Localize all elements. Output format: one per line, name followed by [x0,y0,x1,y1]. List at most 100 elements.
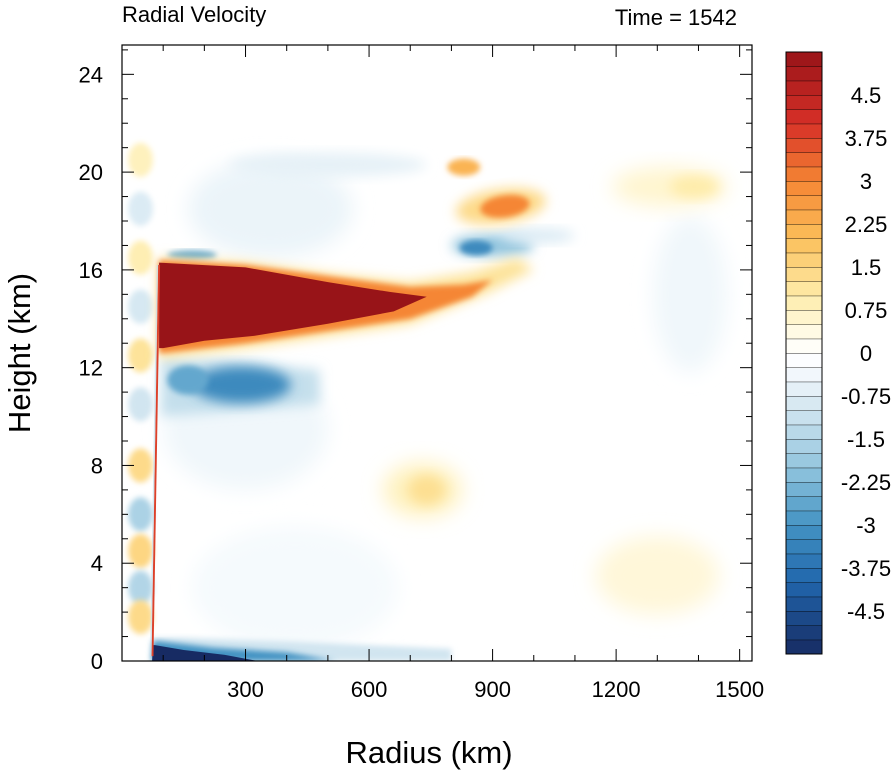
y-tick-label: 8 [91,453,103,478]
x-axis-label: Radius (km) [345,735,512,770]
y-tick-label: 24 [79,62,103,87]
near-axis-band [128,570,153,605]
colorbar-box [785,567,823,583]
colorbar-tick-label: 0 [860,341,872,366]
inflow-below-outflow-inner [167,365,209,395]
colorbar-box [785,410,823,426]
near-axis-band [128,533,153,569]
colorbar-box [785,51,823,67]
colorbar-box [785,367,823,383]
colorbar: 4.5 3.75 3 2.25 1.5 0.75 0 -0.75 -1.5 -2.25 -3 -3.7… [785,51,891,655]
boundary-layer-inflow-core [152,645,258,661]
y-axis-label: Height (km) [2,273,37,433]
colorbar-tick-label: -0.75 [841,384,891,409]
lower-weak-inflow [191,526,398,649]
outflow-jet-core [159,262,427,349]
eyewall-inflow-line [150,264,159,657]
colorbar-box [785,166,823,182]
colorbar-box [785,195,823,211]
x-tick-label: 900 [474,677,511,702]
colorbar-box [785,123,823,139]
colorbar-box [785,152,823,168]
near-axis-band [128,240,153,275]
colorbar-box [785,639,823,655]
y-axis: 0 4 8 12 16 20 24 [79,49,752,674]
mid-level-outflow-core [408,475,446,505]
colorbar-box [785,309,823,325]
colorbar-tick-label: -3.75 [841,556,891,581]
colorbar-box [785,137,823,153]
y-tick-label: 20 [79,160,103,185]
near-axis-band [128,142,153,177]
x-axis: 300 600 900 1200 1500 [162,45,764,702]
colorbar-box [785,338,823,354]
colorbar-tick-label: -1.5 [847,427,885,452]
radial-velocity-field [122,45,752,661]
plot-frame [121,44,753,662]
chart-title: Radial Velocity [122,2,266,27]
colorbar-box [785,395,823,411]
colorbar-tick-label: 3.75 [845,126,888,151]
colorbar-tick-label: 4.5 [851,83,882,108]
near-axis-band [128,338,153,373]
colorbar-box [785,582,823,598]
near-axis-band [128,387,153,422]
far-field-upper-outflow-core [669,175,720,198]
upper-streaky-inflow [187,159,353,258]
colorbar-tick-label: 1.5 [851,255,882,280]
colorbar-box [785,496,823,512]
colorbar-frame [785,51,823,655]
colorbar-box [785,596,823,612]
colorbar-box [785,324,823,340]
colorbar-box [785,553,823,569]
colorbar-box [785,453,823,469]
colorbar-tick-label: -2.25 [841,470,891,495]
top-inflow-streak [229,152,427,177]
inflow-above-outflow-tail [500,228,575,244]
chart-subtitle: Time = 1542 [615,5,737,30]
near-axis-band [128,289,153,324]
colorbar-box [785,252,823,268]
colorbar-tick-label: 2.25 [845,212,888,237]
colorbar-box [785,467,823,483]
colorbar-box [785,94,823,110]
colorbar-box [785,610,823,626]
eyewall-outflow-line [151,264,161,657]
colorbar-box [785,109,823,125]
x-tick-label: 600 [351,677,388,702]
lower-weak-outflow [595,536,720,615]
secondary-outflow-top [447,158,481,176]
colorbar-box [785,381,823,397]
colorbar-box [785,281,823,297]
x-tick-label: 300 [227,677,264,702]
y-tick-label: 16 [79,258,103,283]
colorbar-tick-label: -4.5 [847,599,885,624]
colorbar-box [785,510,823,526]
x-tick-label: 1500 [715,677,764,702]
colorbar-box [785,209,823,225]
colorbar-box [785,180,823,196]
colorbar-box [785,539,823,555]
colorbar-box [785,295,823,311]
colorbar-tick-label: 3 [860,169,872,194]
y-tick-label: 12 [79,356,103,381]
colorbar-box [785,625,823,641]
near-axis-band [128,191,153,226]
colorbar-box [785,438,823,454]
inflow-above-outflow-axis [167,250,217,261]
colorbar-box [785,238,823,254]
x-tick-label: 1200 [592,677,641,702]
colorbar-tick-label: -3 [856,513,876,538]
colorbar-box [785,66,823,82]
colorbar-box [785,424,823,440]
near-axis-band [128,497,153,532]
secondary-outflow-core [480,194,530,218]
near-axis-band [128,448,153,483]
inflow-below-outflow-core [192,366,291,404]
far-field-weak-inflow [653,216,728,373]
colorbar-box [785,352,823,368]
colorbar-box [785,481,823,497]
y-tick-label: 4 [91,551,103,576]
colorbar-box [785,266,823,282]
